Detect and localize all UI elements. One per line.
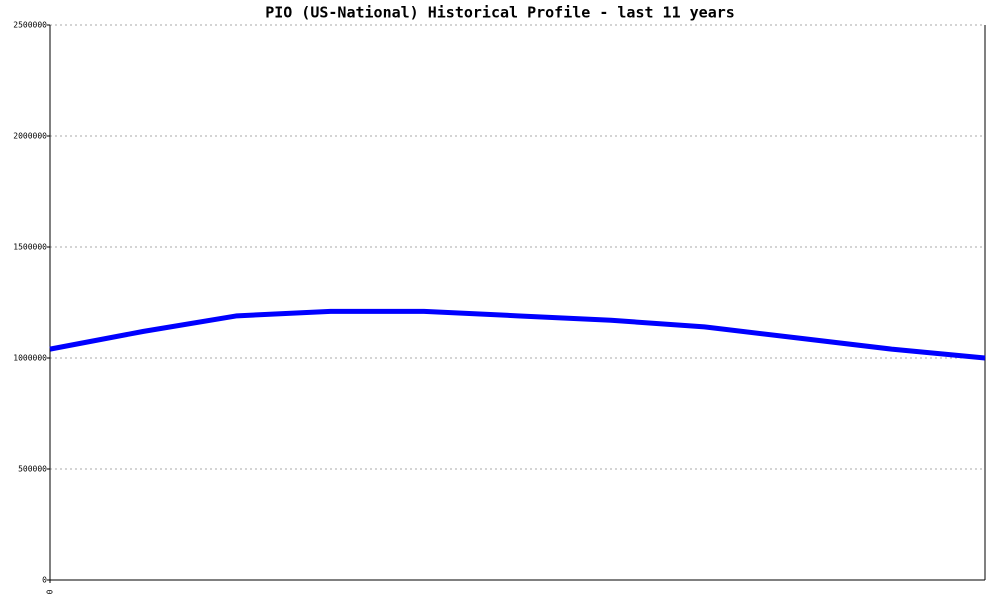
y-tick-label: 2000000	[13, 132, 47, 141]
series-line	[49, 308, 986, 361]
y-tick-label: 2500000	[13, 21, 47, 30]
y-tick-label: 1500000	[13, 243, 47, 252]
chart-title: PIO (US-National) Historical Profile - l…	[265, 4, 735, 22]
y-tick-label: 0	[42, 576, 47, 585]
x-tick-label: 0	[46, 589, 55, 594]
y-tick-label: 1000000	[13, 354, 47, 363]
y-tick-label: 500000	[18, 465, 47, 474]
